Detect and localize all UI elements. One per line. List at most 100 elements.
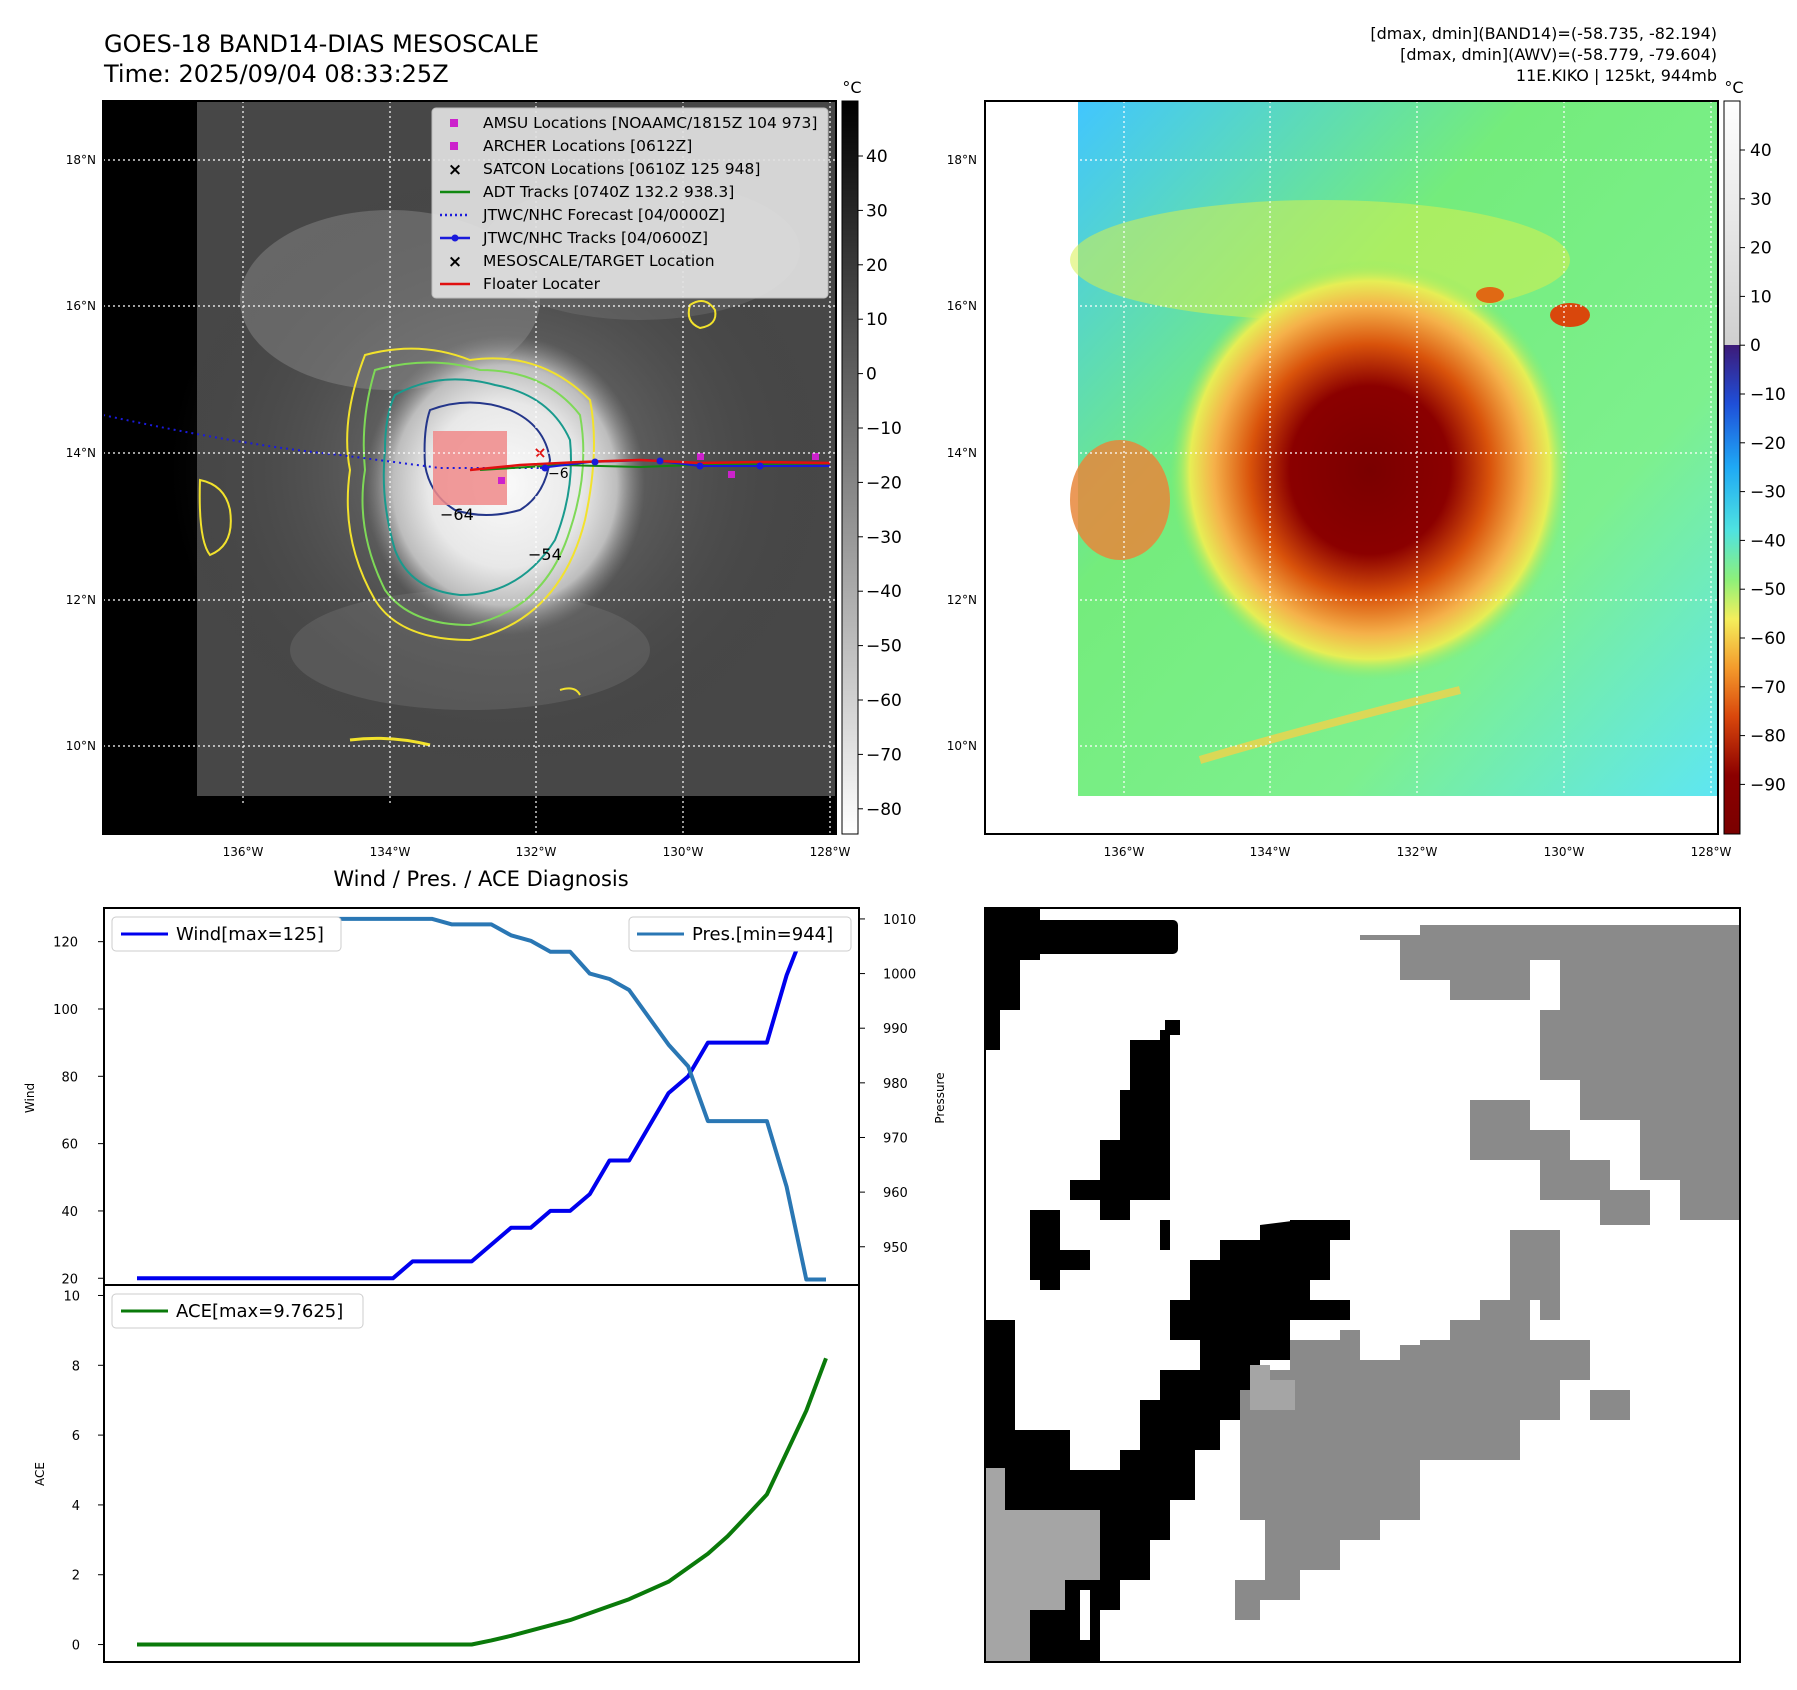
- legend-x-marker: ×: [448, 252, 462, 272]
- wmg-light-regions: [985, 1365, 1295, 1662]
- awv-gridlines: [985, 101, 1718, 834]
- copyright-text: Copyright © 2020-2025 Dapiya: [108, 812, 387, 831]
- pressure-axis-label: Pressure: [933, 1072, 947, 1123]
- forecast-track: [103, 414, 540, 469]
- lat-tick-label: 14°N: [947, 446, 977, 460]
- ace-ytick-label: 6: [72, 1429, 80, 1444]
- wind-ytick-label: 80: [61, 1070, 78, 1085]
- ir-colorbar-unit: °C: [842, 78, 861, 97]
- ir-legend-item: ARCHER Locations [0612Z]: [450, 137, 692, 155]
- ir-colorbar-tick: 30: [866, 201, 888, 221]
- awv-panel: 18°N 16°N 14°N 12°N 10°N 136°W 134°W 132°W 130°…: [947, 78, 1786, 859]
- lat-tick-label: 10°N: [947, 739, 977, 753]
- ir-legend-label: ADT Tracks [0740Z 132.2 938.3]: [483, 183, 734, 201]
- pressure-ytick-label: 1010: [883, 913, 916, 928]
- pressure-ytick-label: 960: [883, 1186, 908, 1201]
- ace-series-line: [137, 1357, 828, 1647]
- ir-legend-item: ADT Tracks [0740Z 132.2 938.3]: [440, 183, 734, 201]
- diagnosis-chart: Wind / Pres. / ACE Diagnosis Wind Pressu…: [23, 867, 947, 1663]
- wind-ytick-label: 40: [61, 1205, 78, 1220]
- ir-colorbar-tick: −40: [866, 582, 902, 602]
- ir-legend-item: × MESOSCALE/TARGET Location: [448, 252, 715, 272]
- contour-teal: [382, 378, 572, 597]
- ir-colorbar: [841, 100, 859, 835]
- lon-tick-label: 128°W: [1691, 845, 1732, 859]
- ir-colorbar-tick: 0: [866, 365, 877, 385]
- contour-green: [361, 361, 585, 627]
- wind-ytick-label: 120: [53, 936, 78, 951]
- awv-colorbar-unit: °C: [1724, 78, 1743, 97]
- title-line1: GOES-18 BAND14-DIAS MESOSCALE: [104, 30, 539, 58]
- awv-colorbar-tick: −10: [1750, 385, 1786, 405]
- pressure-ytick-label: 980: [883, 1077, 908, 1092]
- ir-legend-item: Floater Locater: [440, 275, 601, 293]
- ir-colorbar-tick: −80: [866, 800, 902, 820]
- pressure-ytick-label: 990: [883, 1022, 908, 1037]
- wind-ytick-label: 60: [61, 1138, 78, 1153]
- lon-tick-label: 130°W: [1544, 845, 1585, 859]
- awv-colorbar-tick: 30: [1750, 190, 1772, 210]
- pressure-legend: Pres.[min=944]: [628, 916, 852, 952]
- ir-legend-label: Floater Locater: [483, 275, 601, 293]
- ir-colorbar-tick: 20: [866, 256, 888, 276]
- lat-tick-label: 14°N: [66, 446, 96, 460]
- awv-colorbar-tick: −40: [1750, 531, 1786, 551]
- ir-legend-label: ARCHER Locations [0612Z]: [483, 137, 692, 155]
- pressure-series-line: [137, 916, 826, 1282]
- awv-colorbar-tick: 10: [1750, 287, 1772, 307]
- ace-ytick-label: 4: [72, 1499, 80, 1514]
- ir-satellite-panel: × −64 −54 −6 Copyright © 2020-2025 Dapiy…: [66, 78, 902, 859]
- ace-legend-label: ACE[max=9.7625]: [176, 1301, 343, 1322]
- awv-colorbar-tick: −80: [1750, 727, 1786, 747]
- amsu-markers: [498, 453, 819, 484]
- wmg-panel: WMG Count: 0: [984, 907, 1741, 1663]
- ir-colorbar-tick: 40: [866, 147, 888, 167]
- lon-tick-label: 132°W: [1397, 845, 1438, 859]
- lon-tick-label: 128°W: [810, 845, 851, 859]
- wmg-count-label: WMG Count: 0: [1003, 925, 1164, 949]
- jtwc-track-points: [541, 457, 764, 472]
- lon-tick-label: 134°W: [370, 845, 411, 859]
- awv-colorbar-tick: 0: [1750, 336, 1761, 356]
- awv-colorbar-tick: −20: [1750, 434, 1786, 454]
- ir-colorbar-tick: −10: [866, 419, 902, 439]
- awv-colorbar-tick: 20: [1750, 239, 1772, 259]
- contour-label-6: −6: [548, 466, 569, 482]
- contour-label-54: −54: [528, 545, 562, 564]
- ace-ytick-label: 2: [72, 1569, 80, 1584]
- lon-tick-label: 136°W: [1104, 845, 1145, 859]
- lat-tick-label: 16°N: [66, 299, 96, 313]
- ace-legend: ACE[max=9.7625]: [111, 1293, 364, 1329]
- pressure-ytick-label: 950: [883, 1241, 908, 1256]
- awv-colorbar-tick: −90: [1750, 775, 1786, 795]
- stat-line1: [dmax, dmin](BAND14)=(-58.735, -82.194): [1370, 24, 1717, 43]
- ir-legend-item: × SATCON Locations [0610Z 125 948]: [448, 160, 761, 180]
- ir-colorbar-tick: −50: [866, 637, 902, 657]
- wind-ytick-label: 100: [53, 1003, 78, 1018]
- awv-colorbar-tick: −30: [1750, 483, 1786, 503]
- ace-ytick-label: 8: [72, 1359, 80, 1374]
- contour-navy: [423, 401, 552, 516]
- contour-label-64: −64: [440, 505, 474, 524]
- title-line2: Time: 2025/09/04 08:33:25Z: [103, 60, 449, 88]
- adt-track: [479, 462, 831, 471]
- awv-colorbar-tick: 40: [1750, 141, 1772, 161]
- lat-tick-label: 18°N: [947, 153, 977, 167]
- lat-tick-label: 12°N: [947, 593, 977, 607]
- ir-colorbar-tick: 10: [866, 310, 888, 330]
- wind-axis-label: Wind: [23, 1083, 37, 1113]
- wind-legend-label: Wind[max=125]: [176, 924, 324, 945]
- ir-legend-item: AMSU Locations [NOAAMC/1815Z 104 973]: [450, 114, 817, 132]
- ace-ytick-label: 10: [63, 1289, 80, 1304]
- ir-legend-item: JTWC/NHC Forecast [04/0000Z]: [440, 206, 725, 224]
- lon-tick-label: 136°W: [223, 845, 264, 859]
- lat-tick-label: 18°N: [66, 153, 96, 167]
- lon-tick-label: 130°W: [663, 845, 704, 859]
- wind-legend: Wind[max=125]: [111, 916, 342, 952]
- ir-legend-label: JTWC/NHC Tracks [04/0600Z]: [482, 229, 708, 247]
- ir-legend-label: SATCON Locations [0610Z 125 948]: [483, 160, 760, 178]
- awv-colorbar-tick: −50: [1750, 580, 1786, 600]
- diagnosis-title: Wind / Pres. / ACE Diagnosis: [333, 867, 628, 891]
- awv-colorbar-tick: −60: [1750, 629, 1786, 649]
- awv-colorbar-tick: −70: [1750, 678, 1786, 698]
